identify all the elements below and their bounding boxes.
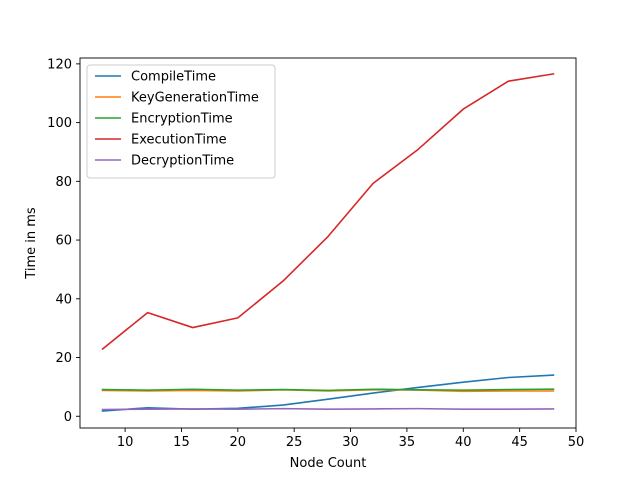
legend-label: EncryptionTime	[131, 112, 233, 127]
x-tick-label: 25	[286, 435, 303, 450]
y-tick-label: 20	[55, 351, 72, 366]
x-tick-label: 50	[568, 435, 585, 450]
x-tick-label: 15	[173, 435, 190, 450]
legend: CompileTime KeyGenerationTime EncryptionTi…	[86, 64, 276, 179]
x-tick-label: 30	[342, 435, 359, 450]
x-axis-label: Node Count	[290, 456, 367, 471]
x-axis-ticks: 10 15 20 25 30 35 40 45 50	[117, 428, 584, 450]
y-tick-label: 80	[55, 175, 72, 190]
y-axis-label: Time in ms	[24, 207, 39, 280]
x-tick-label: 20	[230, 435, 247, 450]
x-tick-label: 40	[455, 435, 472, 450]
y-tick-label: 120	[47, 57, 72, 72]
y-tick-label: 100	[47, 116, 72, 131]
y-axis-ticks: 0 20 40 60 80 100 120	[47, 57, 80, 425]
series-line-DecryptionTime	[101, 407, 555, 411]
x-tick-label: 10	[117, 435, 134, 450]
series-line-ExecutionTime	[101, 72, 555, 351]
y-tick-label: 0	[64, 410, 72, 425]
y-tick-label: 60	[55, 234, 72, 249]
x-tick-label: 45	[511, 435, 528, 450]
legend-box	[86, 64, 276, 179]
legend-label: CompileTime	[131, 70, 216, 85]
series-line-CompileTime	[101, 374, 555, 412]
plot-frame	[79, 57, 577, 429]
legend-label: DecryptionTime	[131, 154, 234, 169]
legend-label: ExecutionTime	[131, 133, 227, 148]
series-lines	[101, 72, 555, 412]
series-line-EncryptionTime	[101, 388, 555, 392]
x-tick-label: 35	[399, 435, 416, 450]
y-tick-label: 40	[55, 292, 72, 307]
legend-label: KeyGenerationTime	[131, 91, 259, 106]
